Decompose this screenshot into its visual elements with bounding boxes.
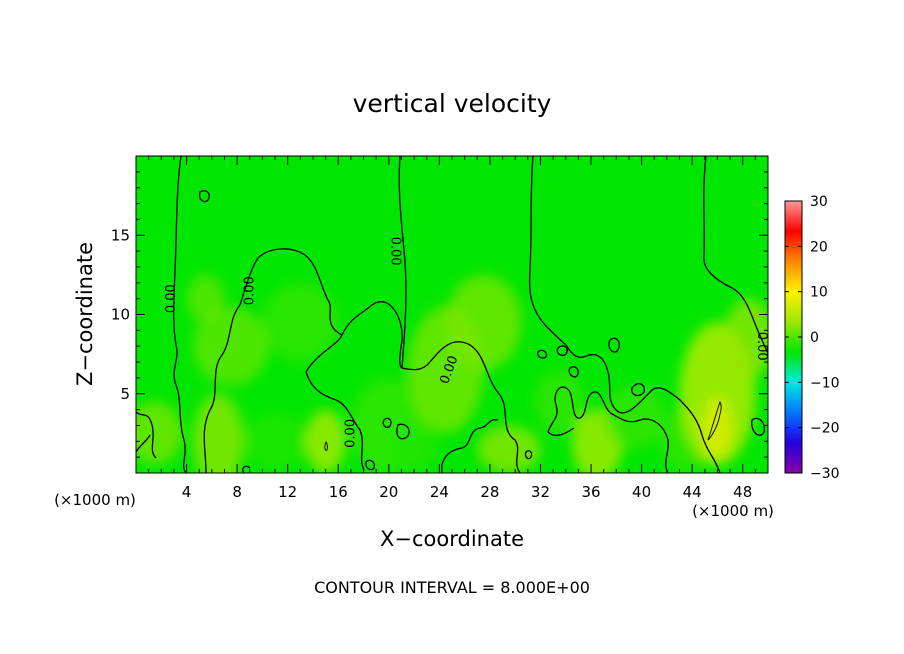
zero-contour-lines [136, 156, 768, 473]
y-tick-label: 5 [120, 385, 130, 403]
contour-line [136, 434, 151, 453]
x-tick-label: 24 [430, 483, 449, 501]
contour-line [396, 423, 410, 440]
contour-line [547, 386, 613, 433]
y-axis-ticks: 5 10 15 [111, 171, 768, 458]
contour-line [547, 427, 575, 436]
contour-line [305, 334, 365, 471]
x-tick-label: 28 [480, 483, 499, 501]
contour-line [398, 156, 407, 369]
velocity-cell [186, 274, 225, 323]
contour-line [203, 304, 241, 473]
x-tick-label: 12 [278, 483, 297, 501]
x-axis-label: X−coordinate [380, 527, 524, 551]
contour-line [341, 301, 403, 369]
colorbar: 30 20 10 0 −10 −20 −30 [784, 194, 840, 482]
x-unit-right: (×1000 m) [692, 502, 774, 520]
colorbar-tick-label: 10 [810, 285, 828, 301]
velocity-cell [136, 401, 183, 466]
colorbar-ticks: 30 20 10 0 −10 −20 −30 [785, 194, 840, 482]
plot-area: 0.00 0.000.000.000.000.00 4 8 12 16 20 24 28 32 3… [111, 155, 769, 501]
contour-line [172, 156, 187, 473]
contour-line [524, 450, 533, 460]
contour-line [536, 349, 548, 359]
y-tick-label: 10 [111, 306, 130, 324]
velocity-cell [702, 396, 733, 461]
x-tick-label: 16 [329, 483, 348, 501]
velocity-cell [192, 306, 269, 386]
contour-line [565, 344, 721, 473]
velocity-cell [262, 282, 339, 363]
colorbar-tick-label: −20 [810, 421, 840, 437]
contour-line [382, 417, 392, 429]
contour-line [631, 383, 645, 397]
contour-line [239, 248, 343, 336]
contour-line [198, 190, 210, 203]
contour-line [568, 366, 579, 378]
contour-line [703, 156, 768, 356]
x-tick-label: 20 [379, 483, 398, 501]
colorbar-tick-label: 0 [810, 330, 819, 346]
contour-line [401, 341, 521, 473]
contour-interval-footer: CONTOUR INTERVAL = 8.000E+00 [314, 578, 590, 597]
contour-value-label: 0.00 [242, 276, 257, 305]
velocity-cell [305, 409, 346, 473]
velocity-cell [534, 369, 585, 434]
velocity-cell [477, 425, 541, 473]
x-tick-label: 40 [632, 483, 651, 501]
contour-line [441, 419, 499, 473]
contour-line [707, 400, 722, 441]
colorbar-tick-label: −10 [810, 375, 840, 391]
colorbar-tick-label: 20 [810, 239, 828, 255]
contour-value-label: 0.00 [388, 237, 403, 266]
x-unit-left: (×1000 m) [54, 491, 136, 509]
y-tick-label: 15 [111, 226, 130, 244]
velocity-cell [603, 385, 667, 450]
y-axis-label: Z−coordinate [73, 242, 97, 386]
x-tick-label: 44 [683, 483, 702, 501]
contour-value-label: 0.00 [164, 284, 179, 313]
velocity-cell [192, 393, 244, 473]
contour-line [528, 156, 567, 346]
x-axis-ticks: 4 8 12 16 20 24 28 32 36 40 44 48 [148, 156, 756, 501]
contour-line [556, 345, 568, 357]
velocity-cell [445, 274, 522, 370]
contour-line [365, 459, 376, 471]
x-tick-label: 48 [733, 483, 752, 501]
contour-line [242, 465, 251, 473]
velocity-cell [723, 298, 768, 378]
velocity-cell [388, 425, 440, 473]
x-tick-label: 8 [232, 483, 242, 501]
contour-line [608, 337, 620, 353]
contour-value-label: 0.00 [343, 419, 358, 448]
x-tick-label: 4 [182, 483, 192, 501]
colorbar-tick-label: −30 [810, 466, 840, 482]
colorbar-tick-label: 30 [810, 194, 828, 210]
x-tick-label: 32 [531, 483, 550, 501]
contour-line [324, 441, 328, 451]
contour-line [751, 417, 765, 436]
chart-title: vertical velocity [353, 89, 552, 118]
velocity-field-anomalies [136, 274, 768, 473]
x-tick-label: 36 [581, 483, 600, 501]
contour-value-label: 0.00 [754, 332, 769, 361]
contour-line [136, 411, 157, 459]
velocity-cell [243, 412, 307, 470]
contour-line [611, 413, 669, 473]
